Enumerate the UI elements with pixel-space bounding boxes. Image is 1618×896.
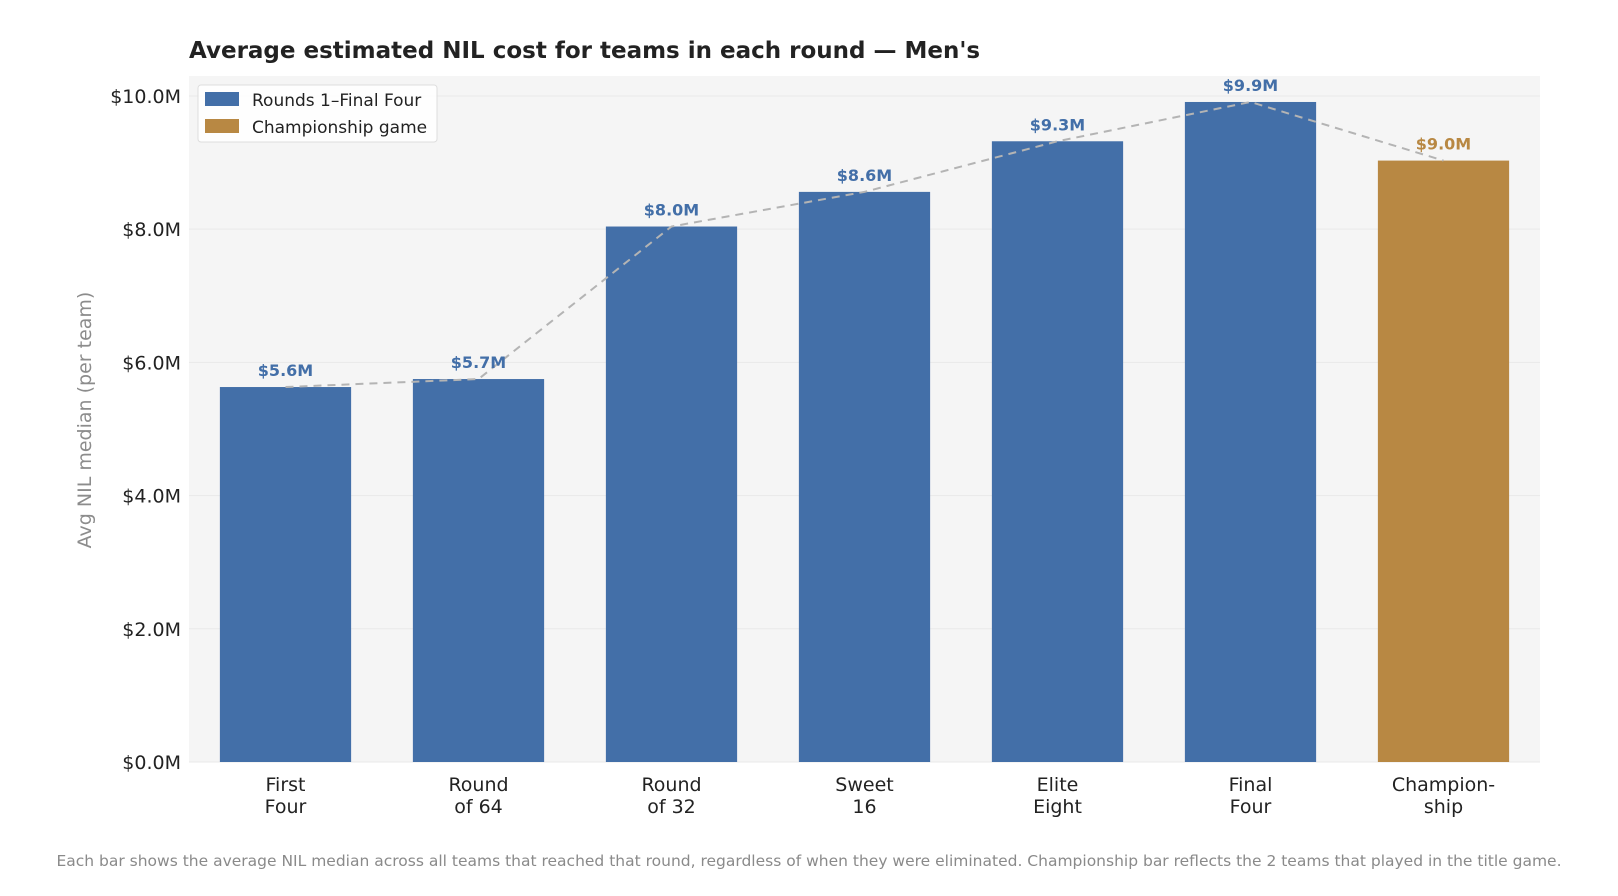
trend-line bbox=[285, 100, 1444, 389]
bar-3 bbox=[798, 191, 931, 762]
bar-value-labels: $5.6M $5.7M $8.0M $8.6M $9.3M $9.9M $9.0M bbox=[258, 76, 1471, 380]
x-tick-label-line: Final bbox=[1229, 774, 1273, 796]
y-tick-label: $4.0M bbox=[122, 486, 181, 508]
legend-label-championship: Championship game bbox=[252, 118, 427, 138]
x-tick-label-line: First bbox=[266, 774, 306, 796]
y-tick-label: $2.0M bbox=[122, 619, 181, 641]
x-tick-label: Round of 32 bbox=[641, 774, 701, 818]
y-tick-label: $10.0M bbox=[110, 86, 181, 108]
bar-2 bbox=[605, 226, 738, 762]
bar-value-label: $9.0M bbox=[1416, 135, 1471, 154]
x-tick-label-line: ship bbox=[1424, 796, 1463, 818]
x-tick-label-line: Round bbox=[641, 774, 701, 796]
bar-5 bbox=[1184, 101, 1317, 763]
x-tick-label: Champion-ship bbox=[1392, 774, 1495, 818]
bar-value-label: $8.0M bbox=[644, 201, 699, 220]
x-tick-label-line: of 32 bbox=[647, 796, 696, 818]
y-tick-label: $6.0M bbox=[122, 352, 181, 374]
legend-frame bbox=[197, 84, 438, 143]
bar-1 bbox=[412, 379, 545, 762]
x-tick-label: Elite Eight bbox=[1033, 774, 1082, 818]
x-tick-label-line: 16 bbox=[852, 796, 876, 818]
bar-4 bbox=[991, 141, 1124, 762]
y-tick-label: $0.0M bbox=[122, 752, 181, 774]
legend-label-rounds: Rounds 1–Final Four bbox=[252, 91, 421, 111]
bar-value-label: $9.9M bbox=[1223, 76, 1278, 95]
footnote: Each bar shows the average NIL median ac… bbox=[56, 852, 1561, 870]
x-tick-label-line: Champion- bbox=[1392, 774, 1495, 796]
x-tick-label-line: of 64 bbox=[454, 796, 503, 818]
chart-title: Average estimated NIL cost for teams in … bbox=[189, 38, 980, 64]
y-axis-ticks: $0.0M $2.0M $4.0M $6.0M $8.0M $10.0M bbox=[110, 86, 181, 774]
x-tick-label-line: Four bbox=[265, 796, 307, 818]
legend: Rounds 1–Final Four Championship game bbox=[197, 84, 438, 143]
legend-swatch-championship bbox=[205, 119, 239, 133]
bar-0 bbox=[219, 387, 352, 762]
bar-value-label: $9.3M bbox=[1030, 115, 1085, 134]
bar-value-label: $5.7M bbox=[451, 353, 506, 372]
x-tick-label-line: Sweet bbox=[835, 774, 893, 796]
x-tick-label: Final Four bbox=[1229, 774, 1273, 818]
bars bbox=[219, 101, 1510, 763]
bar-value-label: $5.6M bbox=[258, 361, 313, 380]
bar-6 bbox=[1377, 160, 1510, 762]
bar-value-label: $8.6M bbox=[837, 166, 892, 185]
x-tick-label: First Four bbox=[265, 774, 307, 818]
x-tick-label-line: Eight bbox=[1033, 796, 1082, 818]
x-tick-label: Round of 64 bbox=[448, 774, 508, 818]
x-tick-label-line: Elite bbox=[1037, 774, 1079, 796]
x-tick-label-line: Four bbox=[1230, 796, 1272, 818]
x-tick-label: Sweet 16 bbox=[835, 774, 893, 818]
y-axis-label: Avg NIL median (per team) bbox=[74, 292, 96, 549]
x-tick-label-line: Round bbox=[448, 774, 508, 796]
legend-swatch-rounds bbox=[205, 92, 239, 106]
y-tick-label: $8.0M bbox=[122, 219, 181, 241]
